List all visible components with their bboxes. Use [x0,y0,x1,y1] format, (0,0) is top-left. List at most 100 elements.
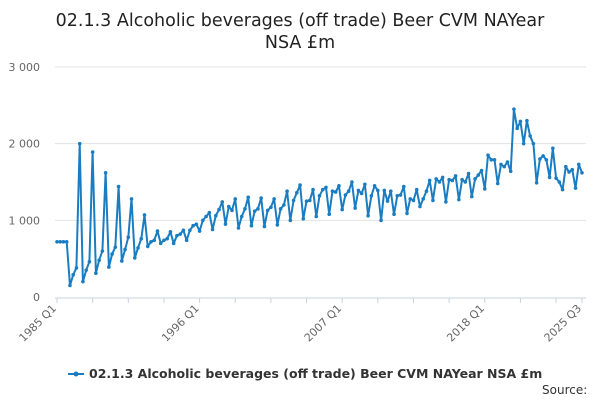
data-point[interactable] [100,249,105,253]
data-point[interactable] [447,177,451,182]
data-point[interactable] [288,218,293,223]
data-point[interactable] [317,194,322,198]
data-point[interactable] [457,197,461,202]
data-point[interactable] [307,198,312,203]
data-point[interactable] [213,213,218,218]
data-point[interactable] [463,180,468,184]
data-point[interactable] [282,203,286,207]
data-point[interactable] [466,171,471,176]
data-point[interactable] [262,224,267,229]
data-point[interactable] [239,214,244,219]
data-point[interactable] [440,175,445,180]
data-point[interactable] [132,256,137,260]
data-point[interactable] [541,154,545,158]
data-point[interactable] [194,222,199,226]
data-point[interactable] [246,195,251,200]
data-point[interactable] [398,193,403,197]
data-point[interactable] [444,200,448,204]
data-point[interactable] [343,193,348,197]
data-point[interactable] [324,185,328,190]
data-point[interactable] [103,171,108,175]
data-point[interactable] [123,247,127,252]
data-point[interactable] [499,162,503,167]
data-point[interactable] [252,209,257,213]
data-point[interactable] [64,240,69,244]
data-point[interactable] [320,187,325,192]
data-point[interactable] [55,240,59,244]
data-point[interactable] [557,180,562,184]
data-point[interactable] [145,244,150,249]
data-point[interactable] [295,190,299,195]
data-point[interactable] [414,187,419,192]
data-point[interactable] [521,141,526,146]
data-point[interactable] [197,229,202,233]
data-point[interactable] [126,235,131,239]
data-point[interactable] [547,175,552,180]
data-point[interactable] [551,146,555,151]
data-point[interactable] [518,119,523,124]
data-point[interactable] [512,107,516,111]
data-point[interactable] [580,171,584,175]
data-point[interactable] [405,211,409,216]
data-point[interactable] [401,184,406,189]
data-point[interactable] [71,272,76,277]
data-point[interactable] [353,206,357,210]
data-point[interactable] [385,199,390,203]
data-point[interactable] [337,184,341,188]
data-point[interactable] [142,213,147,217]
data-point[interactable] [217,207,221,212]
data-point[interactable] [168,230,173,234]
data-point[interactable] [567,170,571,174]
data-point[interactable] [482,187,487,191]
data-point[interactable] [81,279,85,284]
data-point[interactable] [301,217,306,221]
data-point[interactable] [573,186,578,190]
data-point[interactable] [470,194,474,199]
data-point[interactable] [58,240,63,244]
data-point[interactable] [560,187,565,192]
data-point[interactable] [379,218,383,223]
data-point[interactable] [479,168,484,173]
data-point[interactable] [243,207,247,211]
data-point[interactable] [233,197,238,201]
data-point[interactable] [346,189,351,193]
legend[interactable]: 02.1.3 Alcoholic beverages (off trade) B… [68,366,542,381]
data-point[interactable] [411,198,416,203]
data-point[interactable] [210,227,215,232]
data-point[interactable] [427,178,432,183]
data-point[interactable] [94,271,98,276]
data-point[interactable] [61,240,66,244]
data-point[interactable] [178,232,182,236]
data-point[interactable] [534,180,539,185]
data-point[interactable] [563,164,568,169]
data-point[interactable] [431,198,435,203]
data-point[interactable] [265,208,270,213]
data-point[interactable] [395,194,400,198]
data-point[interactable] [191,223,195,228]
data-point[interactable] [77,141,82,146]
data-point[interactable] [576,162,581,167]
data-point[interactable] [382,188,387,193]
data-point[interactable] [460,177,464,182]
data-point[interactable] [204,214,208,219]
data-point[interactable] [223,222,228,226]
data-point[interactable] [570,167,575,172]
data-point[interactable] [291,198,296,203]
data-point[interactable] [171,241,176,246]
data-point[interactable] [528,134,532,138]
data-point[interactable] [350,180,354,184]
data-point[interactable] [340,207,344,212]
data-point[interactable] [236,226,241,230]
data-point[interactable] [424,189,429,193]
data-point[interactable] [473,177,477,181]
data-point[interactable] [175,233,179,238]
data-point[interactable] [408,197,413,201]
data-point[interactable] [87,259,92,264]
data-point[interactable] [256,207,260,211]
data-point[interactable] [285,189,289,193]
data-point[interactable] [272,197,276,201]
data-point[interactable] [476,173,481,177]
data-point[interactable] [330,189,335,193]
data-point[interactable] [311,187,315,192]
data-point[interactable] [314,214,319,219]
